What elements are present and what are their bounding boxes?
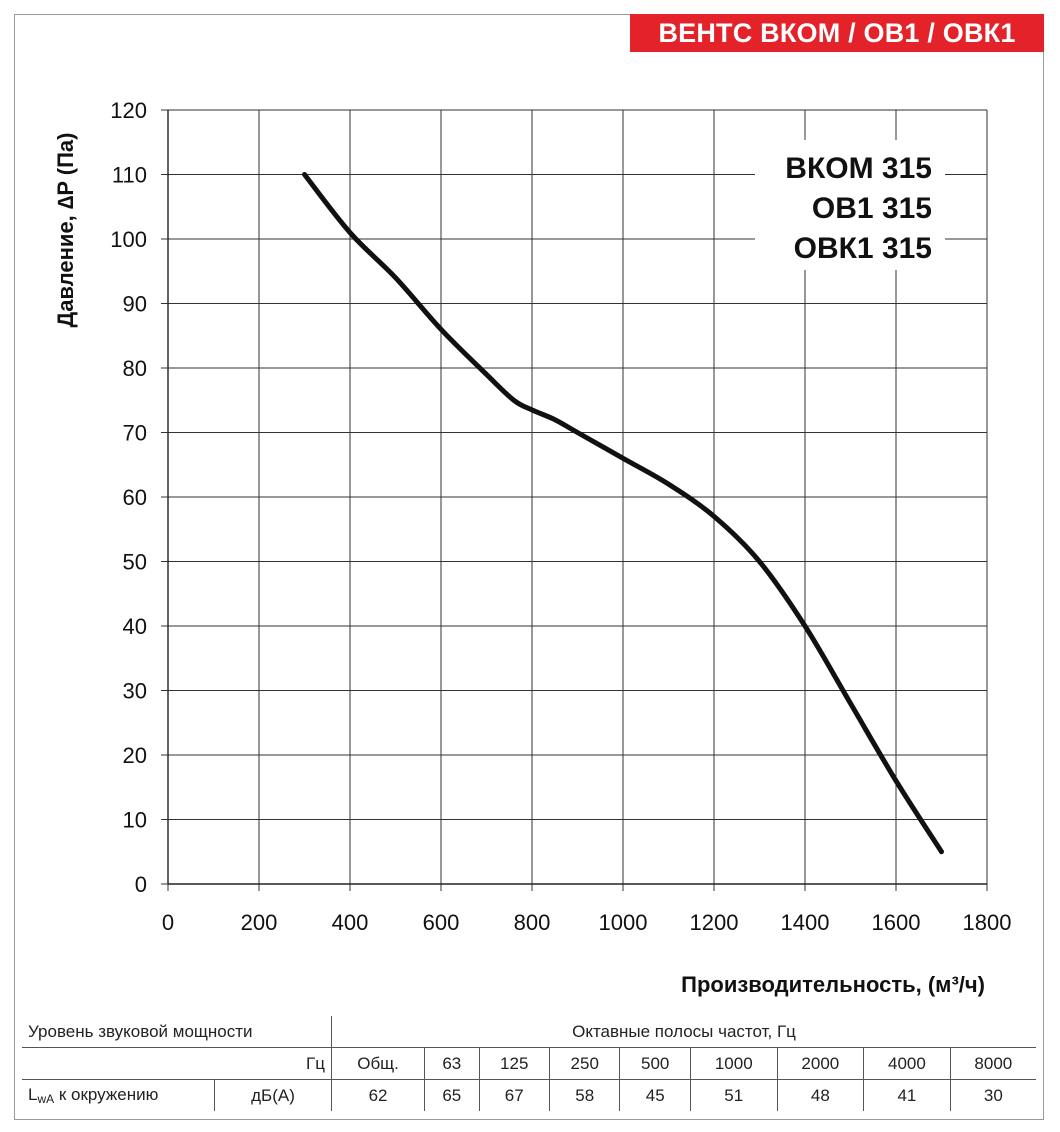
chart-frame (14, 14, 1044, 1120)
y-tick-label: 40 (123, 614, 147, 639)
x-tick-label: 200 (241, 910, 278, 935)
x-tick-label: 600 (423, 910, 460, 935)
series-line (302, 172, 944, 855)
lwa-rest: к окружению (54, 1085, 159, 1104)
y-tick-label: 120 (110, 98, 147, 123)
product-series-badge: ВЕНТС ВКОМ / ОВ1 / ОВК1 (630, 14, 1044, 52)
band-col-8000: 8000 (949, 1047, 1036, 1080)
y-tick-label: 110 (112, 163, 147, 188)
band-col-63: 63 (424, 1047, 479, 1080)
frequency-unit: Гц (22, 1047, 332, 1080)
model-labels: ВКОМ 315 ОВ1 315 ОВК1 315 (755, 140, 945, 270)
x-axis-title: Производительность, (м³/ч) (681, 972, 985, 997)
y-tick-label: 80 (123, 356, 147, 381)
value-500: 45 (619, 1079, 691, 1111)
x-tick-label: 1400 (781, 910, 830, 935)
db-unit: дБ(А) (214, 1079, 332, 1111)
band-col-1000: 1000 (689, 1047, 778, 1080)
table-row: Гц Общ. 63 125 250 500 1000 2000 4000 80… (22, 1047, 1036, 1080)
table-row: LwA к окружению дБ(А) 62 65 67 58 45 51 … (22, 1079, 1036, 1112)
value-total: 62 (330, 1079, 425, 1111)
model-label: ВКОМ 315 (785, 152, 932, 185)
octave-bands-label: Октавные полосы частот, Гц (331, 1016, 1036, 1048)
value-4000: 41 (863, 1079, 951, 1111)
series-group (302, 172, 944, 855)
band-col-500: 500 (619, 1047, 691, 1080)
y-tick-label: 60 (123, 485, 147, 510)
y-tick-label: 30 (123, 679, 147, 704)
y-tick-label: 0 (135, 872, 147, 897)
y-tick-label: 50 (123, 550, 147, 575)
lwa-letter: L (28, 1085, 38, 1104)
band-col-4000: 4000 (863, 1047, 951, 1080)
band-col-total: Общ. (330, 1047, 425, 1080)
model-label: ОВК1 315 (794, 232, 932, 265)
value-2000: 48 (776, 1079, 864, 1111)
model-label: ОВ1 315 (812, 192, 932, 225)
x-tick-labels: 0 200 400 600 800 1000 1200 1400 1600 1800 (162, 910, 1012, 935)
value-63: 65 (424, 1079, 479, 1111)
x-tick-label: 800 (514, 910, 551, 935)
x-tick-label: 1200 (690, 910, 739, 935)
value-1000: 51 (689, 1079, 778, 1111)
y-tick-label: 100 (110, 227, 147, 252)
y-tick-label: 10 (123, 808, 147, 833)
table-row: Уровень звуковой мощности Октавные полос… (22, 1016, 1036, 1048)
x-tick-label: 400 (332, 910, 369, 935)
lwa-subscript: wA (37, 1092, 55, 1106)
sound-power-label: Уровень звуковой мощности (22, 1016, 332, 1048)
value-8000: 30 (949, 1079, 1036, 1111)
value-125: 67 (478, 1079, 550, 1111)
x-tick-label: 1000 (599, 910, 648, 935)
y-tick-labels: 0 10 20 30 40 50 60 70 80 90 100 110 120 (110, 98, 147, 897)
y-tick-label: 70 (123, 421, 147, 446)
chart-axes (161, 109, 988, 891)
band-col-125: 125 (478, 1047, 550, 1080)
y-axis-title: Давление, ∆P (Па) (53, 133, 78, 328)
value-250: 58 (548, 1079, 620, 1111)
band-col-250: 250 (548, 1047, 620, 1080)
lwa-label: LwA к окружению (22, 1080, 215, 1112)
band-col-2000: 2000 (776, 1047, 864, 1080)
y-tick-label: 90 (123, 292, 147, 317)
x-tick-label: 0 (162, 910, 174, 935)
sound-power-table: Уровень звуковой мощности Октавные полос… (22, 1016, 1036, 1111)
x-tick-label: 1800 (963, 910, 1012, 935)
model-label-background (755, 140, 945, 270)
y-tick-label: 20 (123, 743, 147, 768)
x-tick-label: 1600 (872, 910, 921, 935)
pressure-flow-chart: 0 200 400 600 800 1000 1200 1400 1600 1800 0 10 20 3… (53, 98, 1012, 997)
